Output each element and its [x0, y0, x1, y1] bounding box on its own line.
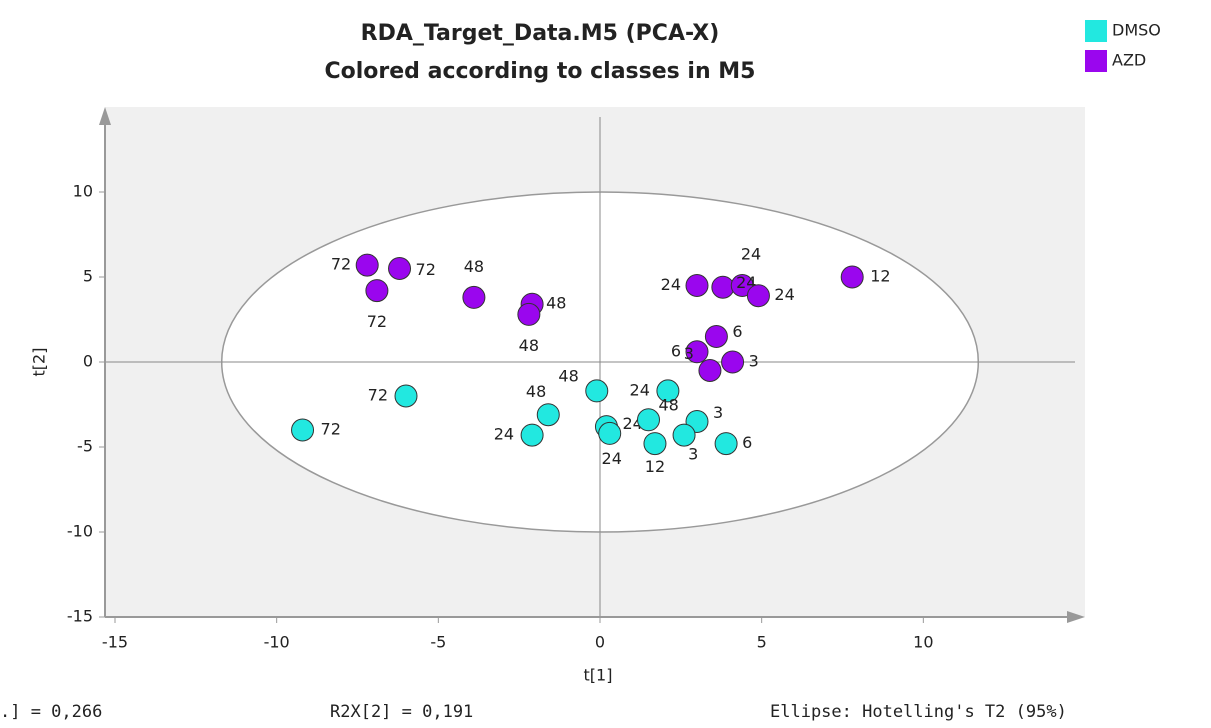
point: [711, 275, 735, 299]
point: [291, 418, 315, 442]
legend-swatch: [1085, 50, 1107, 72]
x-tick-label: -5: [430, 633, 446, 652]
point: [355, 253, 379, 277]
point: [517, 302, 541, 326]
point-label: 72: [368, 386, 388, 405]
x-tick-label: -15: [102, 633, 128, 652]
footer-text: .] = 0,266: [0, 702, 102, 722]
point-label: 3: [713, 403, 723, 422]
point: [721, 350, 745, 374]
point: [746, 284, 770, 308]
legend-swatch: [1085, 20, 1107, 42]
point-label: 3: [684, 344, 694, 363]
point-label: 48: [464, 257, 484, 276]
point: [714, 432, 738, 456]
x-tick-label: 5: [757, 633, 767, 652]
point-label: 24: [741, 245, 761, 264]
point-label: 24: [602, 449, 622, 468]
axis-arrow: [99, 107, 111, 125]
footer-text: R2X[2] = 0,191: [330, 702, 473, 722]
y-tick-label: 5: [83, 267, 93, 286]
chart-subtitle: Colored according to classes in M5: [325, 59, 756, 84]
point: [462, 285, 486, 309]
y-tick-label: -15: [67, 607, 93, 626]
point-label: 72: [321, 420, 341, 439]
point: [685, 274, 709, 297]
point: [656, 379, 680, 403]
point-label: 24: [494, 425, 514, 444]
point: [637, 408, 660, 432]
point-label: 72: [367, 312, 387, 331]
legend-label: AZD: [1112, 51, 1146, 70]
y-axis-label: t[2]: [30, 348, 49, 377]
point: [365, 279, 389, 303]
x-tick-label: 0: [595, 633, 605, 652]
point: [672, 423, 696, 447]
point-label: 72: [416, 260, 436, 279]
point: [685, 340, 709, 364]
x-axis-label: t[1]: [584, 666, 613, 685]
x-tick-label: -10: [264, 633, 290, 652]
point-label: 6: [742, 433, 752, 452]
point: [536, 403, 560, 427]
x-tick-label: 10: [913, 633, 933, 652]
point: [598, 421, 622, 445]
chart-title: RDA_Target_Data.M5 (PCA-X): [361, 21, 720, 46]
point-label: 12: [645, 457, 665, 476]
point-label: 3: [749, 352, 759, 371]
y-tick-label: 0: [83, 352, 93, 371]
point-label: 24: [774, 285, 794, 304]
point-label: 72: [331, 255, 351, 274]
legend-label: DMSO: [1112, 21, 1161, 40]
y-tick-label: 10: [73, 182, 93, 201]
point-label: 24: [630, 380, 650, 399]
point-label: 12: [870, 267, 890, 286]
point-label: 48: [558, 366, 578, 385]
point-label: 6: [671, 341, 681, 360]
point: [585, 379, 609, 403]
y-tick-label: -10: [67, 522, 93, 541]
point: [394, 384, 418, 408]
point-label: 48: [659, 395, 679, 414]
point-label: 3: [688, 445, 698, 464]
point: [520, 423, 544, 447]
axis-arrow: [1067, 611, 1085, 623]
point-label: 48: [519, 336, 539, 355]
footer-text: Ellipse: Hotelling's T2 (95%): [770, 702, 1067, 722]
point: [388, 257, 412, 280]
point-label: 48: [526, 382, 546, 401]
point-label: 6: [732, 322, 742, 341]
point: [704, 325, 728, 348]
point: [840, 265, 864, 289]
point-label: 24: [661, 275, 681, 294]
point: [698, 359, 722, 382]
y-tick-label: -5: [77, 437, 93, 456]
point-label: 48: [546, 294, 566, 313]
point: [643, 432, 667, 456]
